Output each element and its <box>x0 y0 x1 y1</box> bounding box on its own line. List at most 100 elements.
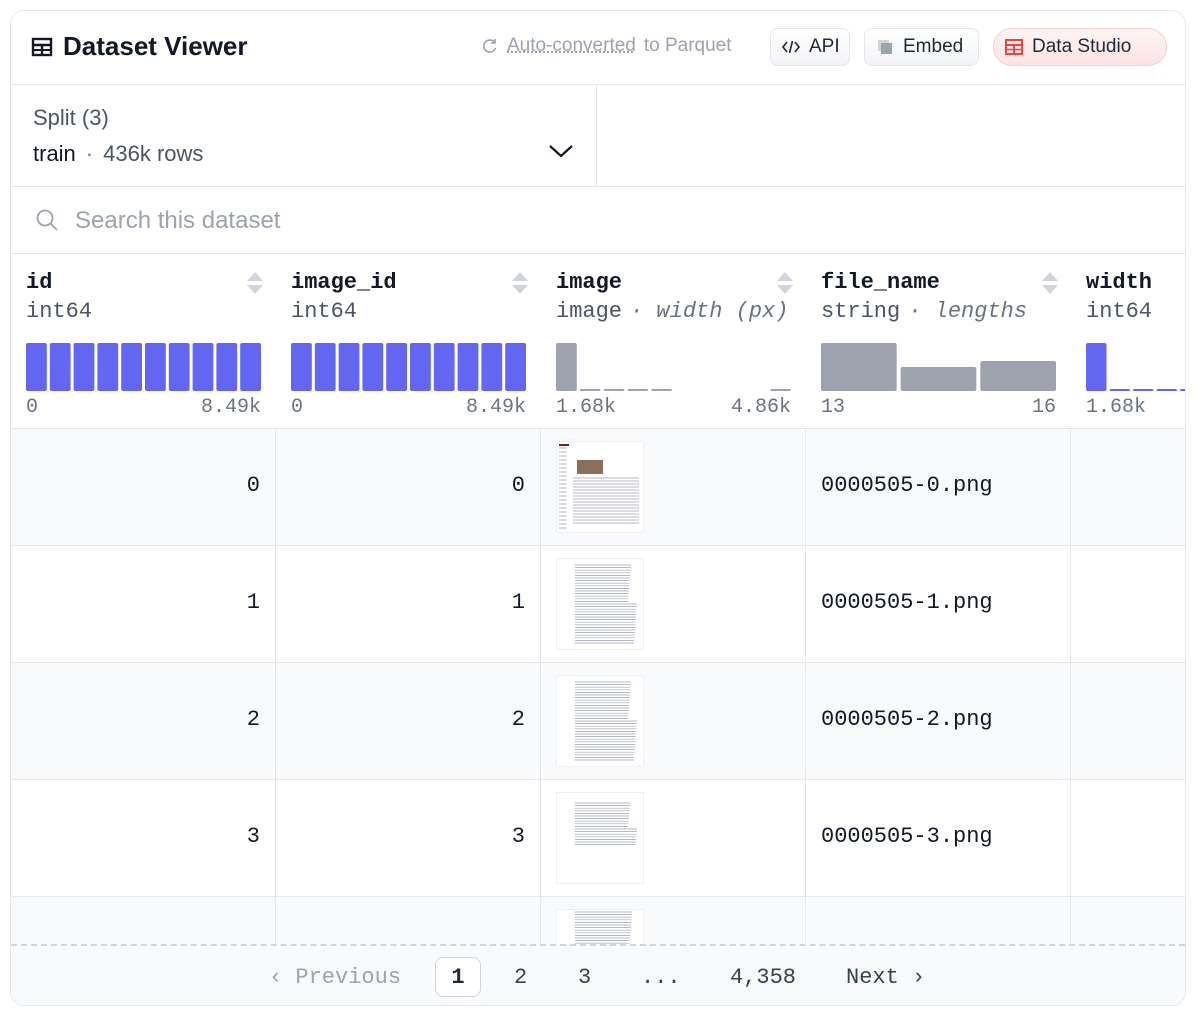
table-cell[interactable]: 2 <box>276 663 541 780</box>
histogram-bar[interactable] <box>481 343 503 391</box>
document-thumbnail <box>559 444 639 529</box>
embed-button[interactable]: Embed <box>864 28 979 66</box>
histogram-bar[interactable] <box>168 343 190 391</box>
table-cell[interactable] <box>541 546 806 663</box>
cell-value: 2 <box>246 707 260 732</box>
table-cell[interactable]: 3 <box>11 780 276 897</box>
histogram-bar[interactable] <box>457 343 479 391</box>
histogram-bar[interactable] <box>900 367 977 391</box>
histogram-bar[interactable] <box>651 389 672 391</box>
embed-button-label: Embed <box>903 36 964 57</box>
column-histogram[interactable] <box>556 343 791 391</box>
table-cell[interactable] <box>806 897 1071 944</box>
column-header[interactable]: file_name string · lengths 13 16 <box>806 254 1071 429</box>
table-cell[interactable] <box>541 780 806 897</box>
histogram-bar[interactable] <box>338 343 360 391</box>
histogram-bar[interactable] <box>240 343 261 391</box>
histogram-bar[interactable] <box>49 343 71 391</box>
histogram-bar[interactable] <box>121 343 142 391</box>
sort-icon[interactable] <box>776 270 794 296</box>
table-cell[interactable] <box>1071 663 1185 780</box>
histogram-bar[interactable] <box>73 343 95 391</box>
sort-icon[interactable] <box>511 270 529 296</box>
histogram-bar[interactable] <box>433 343 455 391</box>
page-button-last[interactable]: 4,358 <box>730 965 797 990</box>
cell-value: 0 <box>246 473 260 498</box>
histogram-bar[interactable] <box>1133 389 1154 391</box>
sort-icon[interactable] <box>246 270 264 296</box>
table-cell[interactable] <box>1071 546 1185 663</box>
column-histogram[interactable] <box>291 343 526 391</box>
data-studio-button[interactable]: Data Studio <box>993 28 1167 66</box>
search-icon <box>36 209 58 231</box>
table-cell[interactable]: 1 <box>11 546 276 663</box>
column-header[interactable]: image image · width (px) 1.68k 4.86k <box>541 254 806 429</box>
histogram-bar[interactable] <box>145 343 166 391</box>
histogram-bar[interactable] <box>314 343 336 391</box>
auto-converted-link[interactable]: Auto-converted <box>507 35 636 56</box>
table-cell[interactable] <box>11 897 276 944</box>
page-button-3[interactable]: 3 <box>578 965 592 990</box>
sort-icon[interactable] <box>1041 270 1059 296</box>
histogram-bar[interactable] <box>770 389 791 391</box>
histogram-bar[interactable] <box>410 343 431 391</box>
histogram-bar[interactable] <box>1156 389 1178 391</box>
table-cell[interactable]: 2 <box>11 663 276 780</box>
table-cell[interactable] <box>1071 780 1185 897</box>
histogram-bar[interactable] <box>362 343 384 391</box>
column-header[interactable]: id int64 0 8.49k <box>11 254 276 429</box>
table-cell[interactable] <box>541 429 806 546</box>
histogram-bar[interactable] <box>1180 389 1186 391</box>
histogram-bar[interactable] <box>579 389 601 391</box>
table-cell[interactable] <box>1071 429 1185 546</box>
table-cell[interactable]: 1 <box>276 546 541 663</box>
column-histogram[interactable] <box>26 343 261 391</box>
image-thumbnail[interactable] <box>556 909 644 944</box>
column-histogram[interactable] <box>1086 343 1186 391</box>
page-button-2[interactable]: 2 <box>514 965 528 990</box>
table-cell[interactable]: 0 <box>11 429 276 546</box>
histogram-bar[interactable] <box>26 343 47 391</box>
column-histogram[interactable] <box>821 343 1056 391</box>
column-header[interactable]: image_id int64 0 8.49k <box>276 254 541 429</box>
table-cell[interactable]: 0000505-2.png <box>806 663 1071 780</box>
histogram-bar[interactable] <box>505 343 526 391</box>
histogram-bar[interactable] <box>216 343 238 391</box>
histogram-bar[interactable] <box>556 343 577 391</box>
search-input[interactable] <box>75 201 675 241</box>
table-cell[interactable]: 0 <box>276 429 541 546</box>
api-button[interactable]: API <box>770 28 850 66</box>
table-cell[interactable] <box>541 663 806 780</box>
range-min: 13 <box>821 396 846 419</box>
column-name: width <box>1086 270 1153 295</box>
histogram-bar[interactable] <box>192 343 214 391</box>
next-page-button[interactable]: Next › <box>846 960 925 996</box>
column-type: int64 <box>291 299 365 324</box>
previous-page-button[interactable]: ‹ Previous <box>269 960 401 996</box>
chevron-down-icon[interactable] <box>547 141 575 161</box>
table-cell[interactable] <box>541 897 806 944</box>
histogram-bar[interactable] <box>291 343 312 391</box>
page-button-current[interactable]: 1 <box>435 957 481 997</box>
column-header[interactable]: width int64 1.68k <box>1071 254 1186 429</box>
image-thumbnail[interactable] <box>556 675 644 767</box>
table-cell[interactable]: 0000505-0.png <box>806 429 1071 546</box>
table-cell[interactable] <box>1071 897 1185 944</box>
histogram-bar[interactable] <box>97 343 119 391</box>
table-cell[interactable]: 0000505-1.png <box>806 546 1071 663</box>
image-thumbnail[interactable] <box>556 558 644 650</box>
histogram-bar[interactable] <box>1086 343 1107 391</box>
split-selector[interactable]: Split (3) train · 436k rows <box>11 85 597 187</box>
image-thumbnail[interactable] <box>556 792 644 884</box>
table-cell[interactable]: 3 <box>276 780 541 897</box>
histogram-bar[interactable] <box>1109 389 1131 391</box>
table-cell[interactable] <box>276 897 541 944</box>
histogram-bar[interactable] <box>627 389 649 391</box>
image-thumbnail[interactable] <box>556 441 644 533</box>
column-type-label: int64 <box>291 299 358 324</box>
table-cell[interactable]: 0000505-3.png <box>806 780 1071 897</box>
histogram-bar[interactable] <box>821 343 897 391</box>
histogram-bar[interactable] <box>603 389 625 391</box>
histogram-bar[interactable] <box>386 343 407 391</box>
histogram-bar[interactable] <box>980 361 1056 391</box>
